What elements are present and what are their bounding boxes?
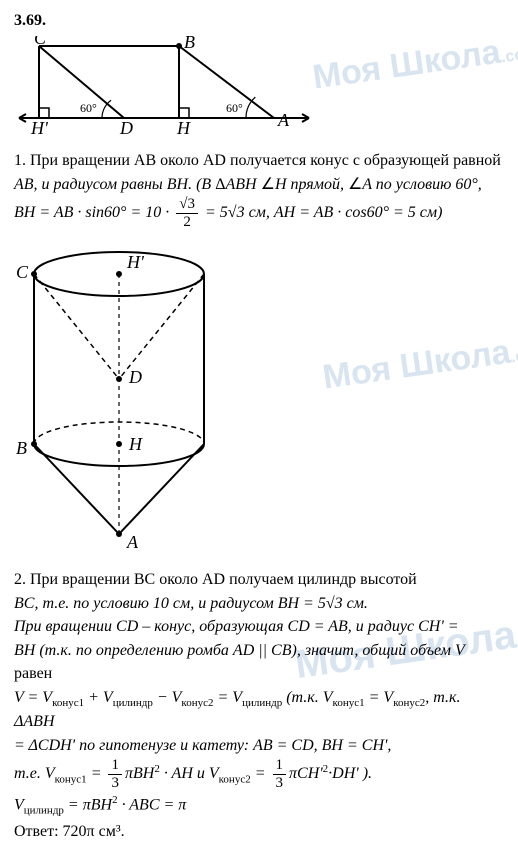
- figure-solid: C H' D B H A: [14, 234, 504, 561]
- svg-text:H': H': [30, 118, 49, 136]
- svg-text:C: C: [16, 262, 29, 282]
- svg-text:D: D: [119, 118, 133, 136]
- solution-step-2: 2. При вращении BC около AD получаем цил…: [14, 569, 504, 591]
- answer: Ответ: 720π см³.: [14, 821, 504, 842]
- svg-text:D: D: [128, 367, 142, 387]
- svg-text:60°: 60°: [226, 101, 243, 115]
- svg-text:A: A: [126, 532, 139, 552]
- figure-trapezoid: C B H' D H A 60° 60°: [14, 36, 504, 143]
- problem-number: 3.69.: [14, 10, 504, 32]
- solution-text: AB, и радиусом равны BH. (В ΔABH ∠H прям…: [14, 174, 504, 196]
- solution-text: = ΔCDH' по гипотенузе и катету: AB = CD,…: [14, 735, 504, 757]
- svg-text:C: C: [34, 36, 47, 48]
- svg-text:B: B: [16, 438, 27, 458]
- svg-text:60°: 60°: [80, 101, 97, 115]
- solution-text: V = Vконус1 + Vцилиндр − Vконус2 = Vцили…: [14, 687, 504, 733]
- solution-text: равен: [14, 663, 504, 685]
- solution-text: Vцилиндр = πBH2 · ABC = π: [14, 793, 504, 818]
- solution-step-1: 1. При вращении AB около AD получается к…: [14, 150, 504, 172]
- svg-text:A: A: [277, 110, 290, 130]
- page-content: 3.69. C B H' D H A 60° 60° 1. При вращении AB о…: [14, 10, 504, 842]
- svg-text:H: H: [128, 434, 143, 454]
- solution-text: BH = AB · sin60° = 10 · √32 = 5√3 см, AH…: [14, 197, 504, 230]
- svg-text:B: B: [184, 36, 195, 52]
- solution-text: BH (т.к. по определению ромба AD || CB),…: [14, 640, 504, 662]
- solution-text: BC, т.е. по условию 10 см, и радиусом BH…: [14, 593, 504, 615]
- solution-text: т.е. Vконус1 = 13πBH2 · AH и Vконус2 = 1…: [14, 758, 504, 791]
- solution-text: При вращении CD – конус, образующая CD =…: [14, 616, 504, 638]
- svg-text:H': H': [126, 252, 145, 272]
- svg-text:H: H: [176, 118, 191, 136]
